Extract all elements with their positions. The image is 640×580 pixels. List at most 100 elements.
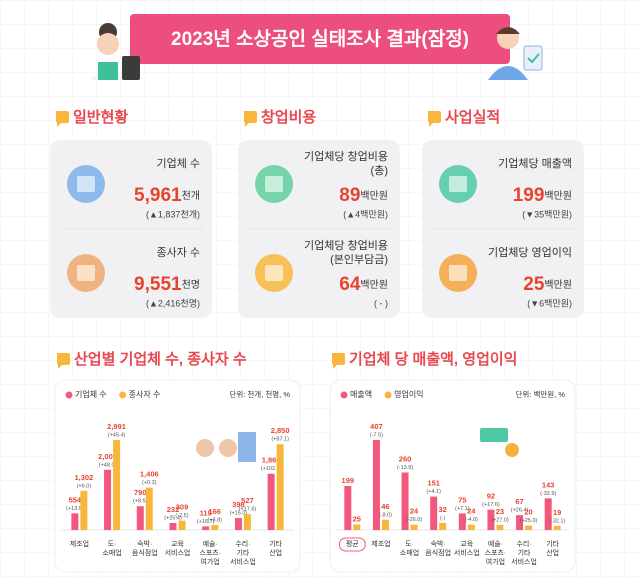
bar bbox=[544, 498, 552, 530]
legend-marker bbox=[65, 391, 73, 399]
illustration bbox=[480, 428, 508, 442]
category-label: 예술· bbox=[203, 539, 218, 548]
item-value: 25 bbox=[523, 274, 545, 295]
value-label: 23 bbox=[496, 507, 504, 516]
illustration bbox=[238, 432, 256, 462]
item-value: 89 bbox=[339, 185, 360, 206]
value-label: 527 bbox=[241, 496, 254, 505]
change-label: (-32.1) bbox=[549, 518, 565, 524]
legend-marker bbox=[119, 391, 127, 399]
value-label: 19 bbox=[553, 508, 561, 517]
change-label: (+7.1) bbox=[455, 506, 470, 512]
item-label: 기업체당 창업비용 bbox=[304, 239, 388, 252]
bar bbox=[276, 444, 284, 530]
item-change: (▼35백만원) bbox=[522, 209, 572, 219]
change-label: (-13.9) bbox=[397, 465, 413, 471]
item-icon-detail bbox=[449, 265, 467, 281]
category-label: 숙박· bbox=[137, 539, 152, 548]
category-label: 교육 bbox=[460, 540, 473, 548]
value-label: 166 bbox=[208, 507, 221, 516]
value-label: 20 bbox=[524, 508, 532, 517]
item-change: ( - ) bbox=[374, 298, 388, 308]
item-value: 199 bbox=[513, 185, 545, 206]
item-label: 종사자 수 bbox=[156, 246, 200, 259]
bar bbox=[439, 522, 447, 530]
item-unit: 백만원 bbox=[544, 279, 572, 291]
bar bbox=[71, 513, 79, 530]
item-unit: 천명 bbox=[182, 279, 200, 291]
item-value-line: 25백만원 bbox=[523, 274, 572, 295]
category-label: 제조업 bbox=[371, 540, 390, 548]
heading-icon bbox=[331, 353, 345, 369]
illustration bbox=[219, 439, 237, 457]
change-label: (+0.3) bbox=[142, 480, 157, 486]
value-label: 119 bbox=[200, 508, 212, 517]
item-value-line: 89백만원 bbox=[339, 185, 388, 206]
legend-label: 매출액 bbox=[350, 389, 372, 399]
bar bbox=[243, 514, 251, 530]
change-label: (-26.0) bbox=[406, 517, 422, 523]
character-left bbox=[90, 23, 140, 80]
change-label: (+102.3) bbox=[261, 466, 282, 472]
value-label: 199 bbox=[342, 476, 355, 485]
change-label: (-4.0) bbox=[465, 517, 478, 523]
item-icon-detail bbox=[265, 176, 283, 192]
bar bbox=[430, 496, 438, 530]
change-label: (+13.5) bbox=[66, 506, 84, 512]
change-label: (-32.9) bbox=[540, 491, 556, 497]
change-label: (+3.8) bbox=[207, 517, 222, 523]
change-label: (+16.7) bbox=[197, 519, 215, 525]
change-label: (+25.0) bbox=[520, 518, 538, 524]
category-label: 음식점업 bbox=[425, 548, 451, 557]
title-banner bbox=[130, 14, 510, 64]
category-label: 평균 bbox=[346, 539, 359, 548]
bar bbox=[211, 525, 219, 530]
legend-marker bbox=[384, 391, 392, 399]
category-label: 서비스업 bbox=[511, 557, 537, 566]
value-label: 554 bbox=[69, 495, 82, 504]
unit-note: 단위: 백만원, % bbox=[515, 389, 565, 399]
category-label: 숙박· bbox=[431, 539, 446, 548]
item-value: 5,961 bbox=[134, 185, 182, 206]
value-label: 1,869 bbox=[262, 456, 281, 465]
item-unit: 백만원 bbox=[360, 279, 388, 291]
item-label: (총) bbox=[371, 164, 388, 177]
bar bbox=[136, 506, 144, 530]
value-label: 2,000 bbox=[98, 452, 117, 461]
category-label: 산업 bbox=[546, 548, 559, 557]
bar bbox=[381, 519, 389, 530]
illustration bbox=[196, 439, 214, 457]
value-label: 75 bbox=[458, 495, 466, 504]
illustration bbox=[505, 443, 519, 457]
bar bbox=[410, 524, 418, 530]
item-label: 기업체 수 bbox=[156, 157, 200, 170]
change-label: (-2.5) bbox=[175, 513, 188, 519]
change-label: (+8.5) bbox=[133, 499, 148, 505]
change-label: (+17.6) bbox=[482, 502, 500, 508]
legend-marker bbox=[340, 391, 348, 399]
bar bbox=[487, 509, 495, 530]
item-value-line: 64백만원 bbox=[339, 274, 388, 295]
bar bbox=[353, 524, 361, 530]
section-heading: 일반현황 bbox=[73, 108, 128, 126]
item-value: 64 bbox=[339, 274, 361, 295]
change-label: (-) bbox=[440, 515, 446, 521]
category-label: 소매업 bbox=[102, 549, 121, 557]
category-label: 도· bbox=[405, 540, 414, 548]
change-label: (+27.0) bbox=[491, 517, 509, 523]
item-label: 기업체당 창업비용 bbox=[304, 150, 388, 163]
bar bbox=[344, 485, 352, 530]
bar bbox=[458, 513, 466, 530]
bar bbox=[496, 524, 504, 530]
bar bbox=[467, 524, 475, 530]
bar bbox=[372, 440, 380, 530]
bar bbox=[202, 526, 210, 530]
unit-note: 단위: 천개, 천명, % bbox=[229, 389, 290, 399]
change-label: (+45.4) bbox=[108, 432, 126, 438]
heading-icon bbox=[243, 111, 257, 127]
value-label: 143 bbox=[542, 480, 555, 489]
category-label: 스포츠· bbox=[199, 549, 221, 557]
section-heading: 산업별 기업체 수, 종사자 수 bbox=[74, 350, 247, 368]
value-label: 24 bbox=[410, 507, 419, 516]
